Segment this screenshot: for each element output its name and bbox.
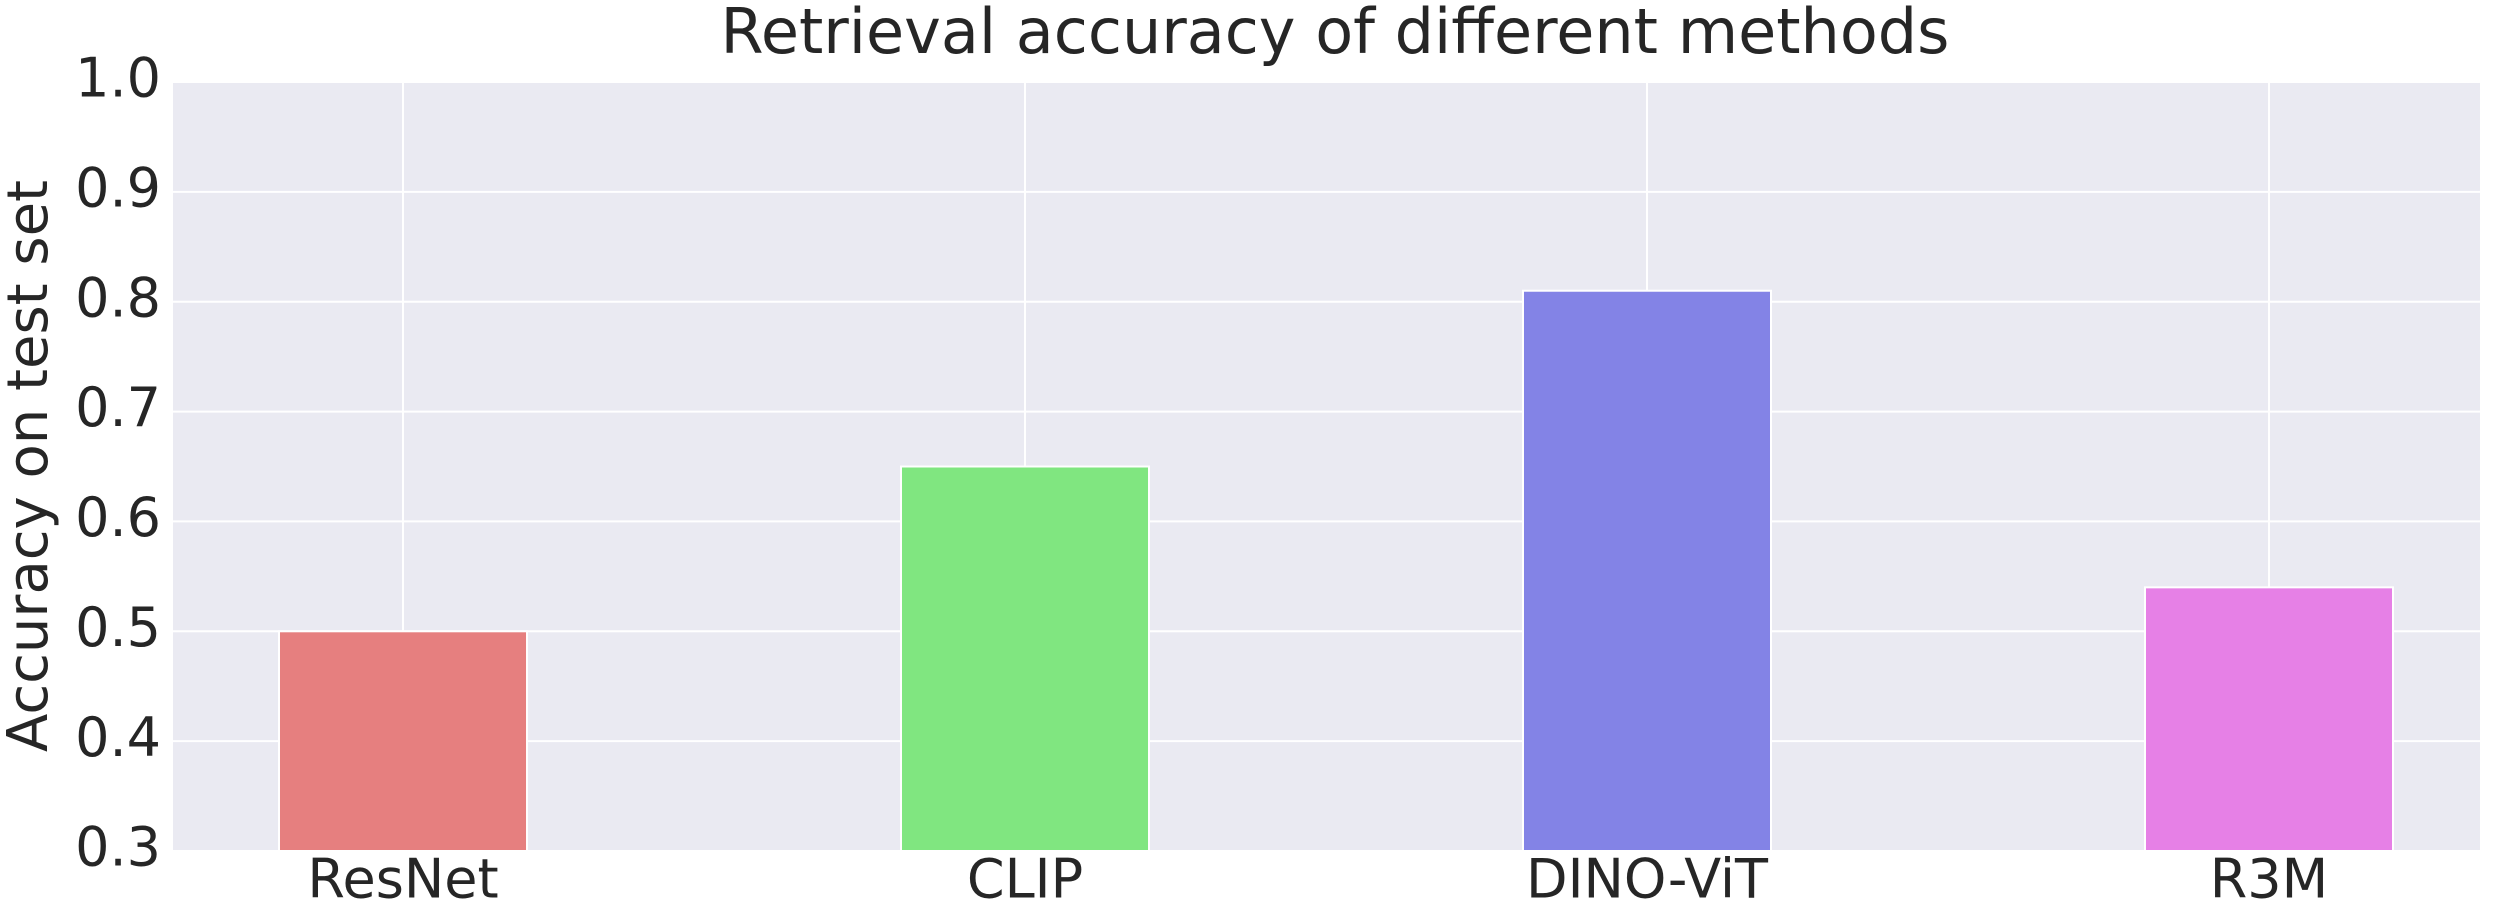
x-tick-label: CLIP [967, 848, 1083, 911]
y-tick-label: 0.4 [75, 706, 161, 769]
x-tick-label: DINO-ViT [1526, 848, 1769, 911]
y-tick-label: 0.5 [75, 596, 161, 659]
y-axis-label: Accuracy on test set [0, 180, 61, 752]
y-tick-label: 0.8 [75, 266, 161, 329]
bar [278, 630, 528, 852]
plot-area [173, 82, 2480, 851]
y-tick-label: 0.3 [75, 816, 161, 879]
y-tick-label: 0.7 [75, 376, 161, 439]
x-tick-label: ResNet [307, 848, 498, 911]
y-tick-label: 1.0 [75, 47, 161, 110]
bar [2144, 586, 2394, 852]
bar [900, 465, 1150, 852]
bar [1522, 289, 1772, 852]
y-tick-label: 0.9 [75, 156, 161, 219]
chart-title: Retrieval accuracy of different methods [721, 0, 1950, 68]
x-tick-label: R3M [2210, 848, 2328, 911]
y-tick-label: 0.6 [75, 486, 161, 549]
